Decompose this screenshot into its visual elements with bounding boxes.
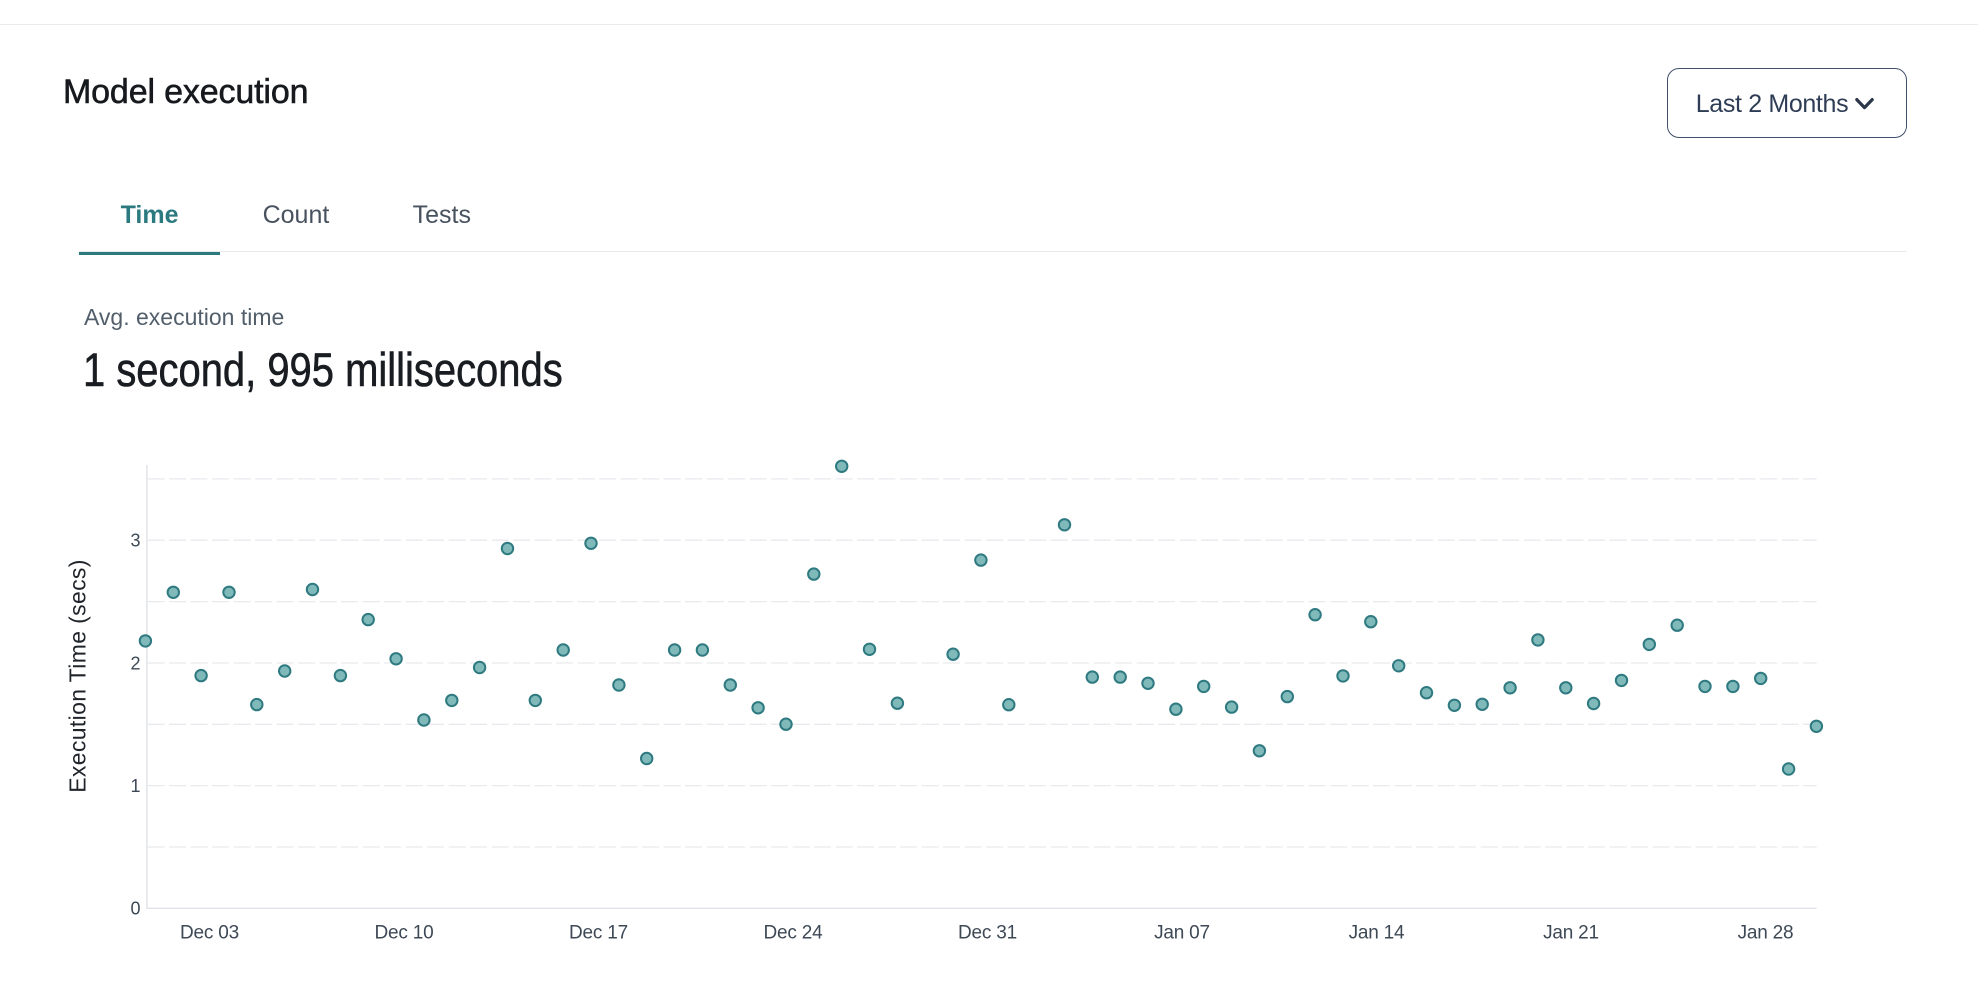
svg-text:1: 1 bbox=[130, 776, 140, 796]
svg-text:Jan 14: Jan 14 bbox=[1349, 922, 1405, 943]
svg-text:Execution Time (secs): Execution Time (secs) bbox=[65, 559, 91, 793]
svg-text:Dec 03: Dec 03 bbox=[180, 922, 239, 943]
svg-text:0: 0 bbox=[130, 899, 140, 919]
svg-text:Dec 31: Dec 31 bbox=[958, 922, 1017, 943]
svg-text:Dec 24: Dec 24 bbox=[763, 922, 823, 943]
svg-text:Jan 07: Jan 07 bbox=[1154, 922, 1210, 943]
svg-text:3: 3 bbox=[130, 531, 140, 551]
svg-text:2: 2 bbox=[130, 653, 140, 673]
svg-text:Jan 21: Jan 21 bbox=[1543, 922, 1599, 943]
svg-text:Dec 10: Dec 10 bbox=[374, 922, 433, 943]
svg-text:Dec 17: Dec 17 bbox=[569, 922, 628, 943]
svg-text:Jan 28: Jan 28 bbox=[1738, 922, 1794, 943]
